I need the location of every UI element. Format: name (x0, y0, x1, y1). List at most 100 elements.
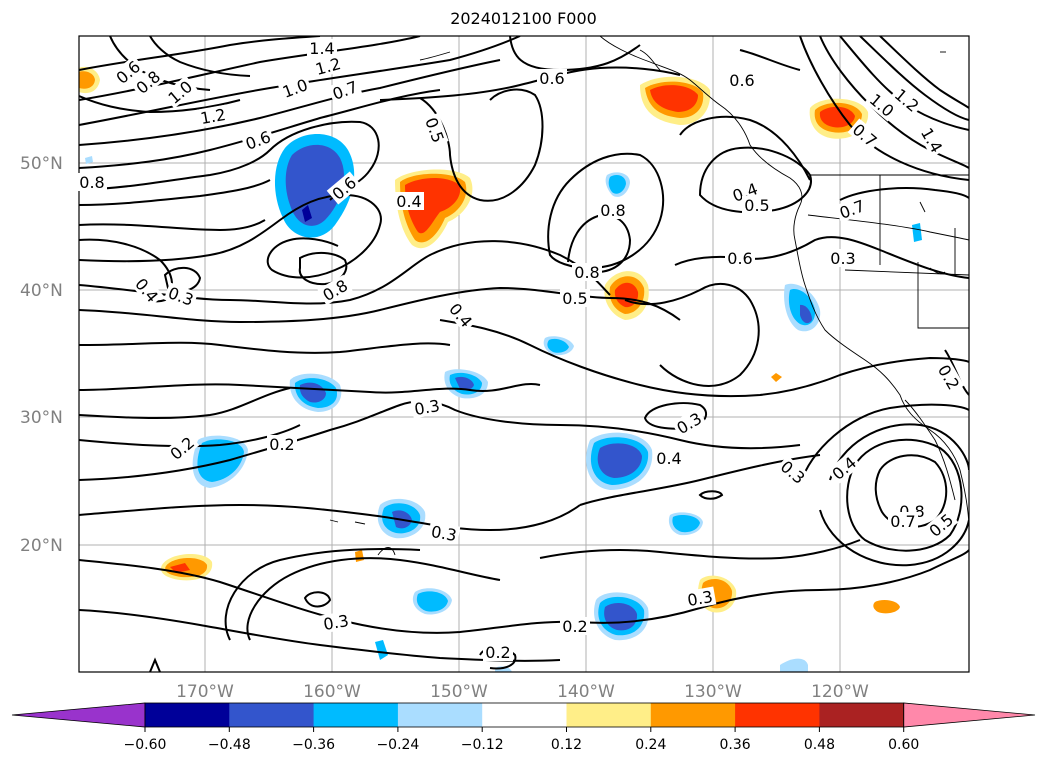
contour-label-background (560, 617, 590, 635)
colorbar-segment (313, 703, 399, 727)
lon-label: 120°W (811, 682, 869, 702)
colorbar-segment (819, 703, 905, 727)
contour-label: 0.4 (396, 192, 421, 211)
contour-label-background (933, 359, 965, 395)
contour-label-background (537, 69, 567, 87)
contour-label-background (319, 610, 353, 634)
contour-label-background (327, 76, 363, 104)
colorbar-segment (145, 703, 230, 727)
contour-label-background (889, 83, 925, 117)
contour-label-background (826, 451, 862, 485)
contour-label-background (394, 192, 424, 210)
contour-label-background (311, 53, 345, 79)
contour-label-background (164, 431, 200, 465)
latitude-labels: 50°N 40°N 30°N 20°N (20, 154, 63, 556)
contour-label-background (483, 643, 513, 661)
contour-label: 0.2 (485, 643, 510, 662)
colorbar-tick-label: −0.48 (208, 737, 251, 753)
map-area (79, 36, 969, 672)
contour-label-background (654, 449, 684, 467)
colorbar-tick-label: −0.36 (292, 737, 335, 753)
contour-label-background (847, 118, 883, 152)
map-title: 2024012100 F000 (450, 9, 597, 28)
colorbar-tick-label: 0.24 (635, 737, 666, 753)
colorbar: −0.60 −0.48 −0.36 −0.24 −0.12 0.12 0.24 0.36 0.4… (11, 702, 1036, 753)
contour-label-background (727, 178, 763, 206)
contour-label-background (834, 195, 870, 223)
contour-label: 0.8 (600, 201, 625, 220)
contour-label: 0.8 (79, 173, 104, 192)
contour-label-background (277, 74, 313, 102)
shaded-anomalies (79, 66, 922, 672)
colorbar-extend-low (11, 702, 146, 728)
colorbar-tick-label: 0.60 (888, 737, 919, 753)
lat-label: 30°N (20, 408, 63, 428)
contour-label-background (427, 521, 461, 545)
contour-label-background (326, 171, 362, 205)
colorbar-outline (144, 702, 905, 728)
colorbar-segment (735, 703, 820, 727)
contour-label-background (864, 88, 900, 122)
contour-label: 0.2 (562, 617, 587, 636)
contour-label-background (888, 512, 918, 530)
contour-label: 0.6 (727, 249, 752, 268)
map-frame (78, 35, 970, 673)
contour-label: 0.4 (656, 449, 681, 468)
lat-label: 50°N (20, 154, 63, 174)
contour-label: 0.5 (744, 196, 769, 215)
colorbar-tick-label: −0.60 (124, 737, 167, 753)
longitude-labels: 170°W 160°W 150°W 140°W 130°W 120°W (176, 682, 869, 702)
contour-label-background (317, 274, 353, 306)
contour-label: 0.5 (562, 289, 587, 308)
contour-label-background (110, 55, 146, 89)
contour-label-background (560, 289, 590, 307)
lat-label: 20°N (20, 536, 63, 556)
colorbar-tick-label: −0.24 (376, 737, 419, 753)
contour-label-background (444, 297, 478, 333)
contour-label-background (196, 104, 230, 128)
contour-label: 0.8 (574, 263, 599, 282)
contour-label-background (410, 395, 444, 419)
contour-label-background (130, 65, 166, 99)
colorbar-tick-label: 0.12 (551, 737, 582, 753)
contour-label-background (307, 39, 337, 57)
lon-label: 150°W (430, 682, 488, 702)
contour-label: 0.2 (269, 435, 294, 454)
contour-label: 1.4 (309, 39, 334, 58)
contour-label-background (916, 122, 948, 158)
lon-label: 130°W (684, 682, 742, 702)
colorbar-tick-label: 0.48 (804, 737, 835, 753)
colorbar-segment (229, 703, 315, 727)
contour-label-background (683, 586, 717, 610)
colorbar-segment (566, 703, 652, 727)
contour-label: 0.3 (430, 522, 458, 545)
contour-label-background (828, 249, 858, 267)
lon-label: 170°W (176, 682, 234, 702)
colorbar-segment (397, 703, 483, 727)
colorbar-segment (650, 703, 736, 727)
contour-label-background (162, 75, 198, 109)
contour-label: 0.3 (686, 587, 714, 610)
colorbar-tick-label: 0.36 (720, 737, 751, 753)
contour-label: 0.3 (413, 396, 441, 419)
colorbar-tick-label: −0.12 (461, 737, 504, 753)
contour-label-background (267, 435, 297, 453)
contour-label-background (727, 71, 757, 89)
colorbar-segment (482, 703, 567, 727)
graticule (79, 36, 969, 672)
contour-label: 0.6 (539, 69, 564, 88)
contour-label-background (130, 272, 164, 308)
contour-label-background (240, 126, 276, 154)
contour-label: 0.3 (830, 249, 855, 268)
contour-label: 0.3 (322, 611, 350, 634)
lon-label: 160°W (303, 682, 361, 702)
contour-label: 0.6 (729, 71, 754, 90)
contour-label-background (775, 455, 811, 489)
contour-label-background (572, 263, 602, 281)
contour-label-background (421, 112, 449, 148)
contour-label-background (671, 407, 707, 439)
colorbar-extend-high (903, 702, 1036, 728)
lat-label: 40°N (20, 281, 63, 301)
contour-label-background (598, 201, 628, 219)
